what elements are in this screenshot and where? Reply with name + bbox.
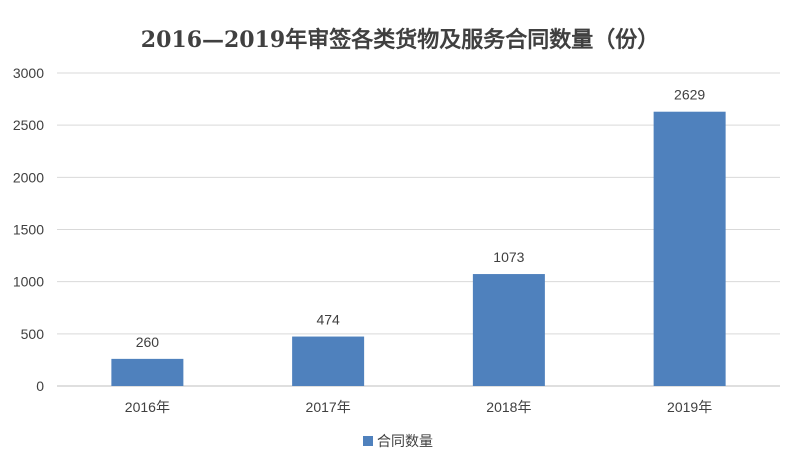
x-axis-labels: 2016年 2017年 2018年 2019年 — [125, 399, 712, 415]
data-label: 474 — [316, 312, 340, 328]
data-label: 2629 — [674, 87, 705, 103]
gridlines — [57, 72, 780, 387]
legend-label: 合同数量 — [377, 433, 433, 449]
bar — [653, 111, 726, 386]
bar — [111, 358, 184, 386]
y-tick-label: 2500 — [13, 117, 44, 133]
y-tick-label: 3000 — [13, 65, 44, 81]
bar — [472, 274, 545, 386]
bar — [292, 336, 365, 386]
bars — [111, 111, 726, 386]
y-tick-label: 1000 — [13, 274, 44, 290]
y-axis-ticks: 0 500 1000 1500 2000 2500 3000 — [13, 65, 44, 394]
x-category-label: 2017年 — [306, 399, 351, 415]
x-category-label: 2019年 — [667, 399, 712, 415]
y-tick-label: 1500 — [13, 222, 44, 238]
data-labels: 260 474 1073 2629 — [136, 87, 706, 350]
x-category-label: 2016年 — [125, 399, 170, 415]
x-category-label: 2018年 — [486, 399, 531, 415]
y-tick-label: 500 — [21, 326, 45, 342]
legend-swatch — [363, 436, 373, 446]
legend: 合同数量 — [363, 433, 433, 449]
data-label: 260 — [136, 334, 160, 350]
data-label: 1073 — [493, 249, 524, 265]
y-tick-label: 2000 — [13, 169, 44, 185]
y-tick-label: 0 — [36, 378, 44, 394]
chart-title: 2016—2019年审签各类货物及服务合同数量（份） — [141, 27, 659, 53]
